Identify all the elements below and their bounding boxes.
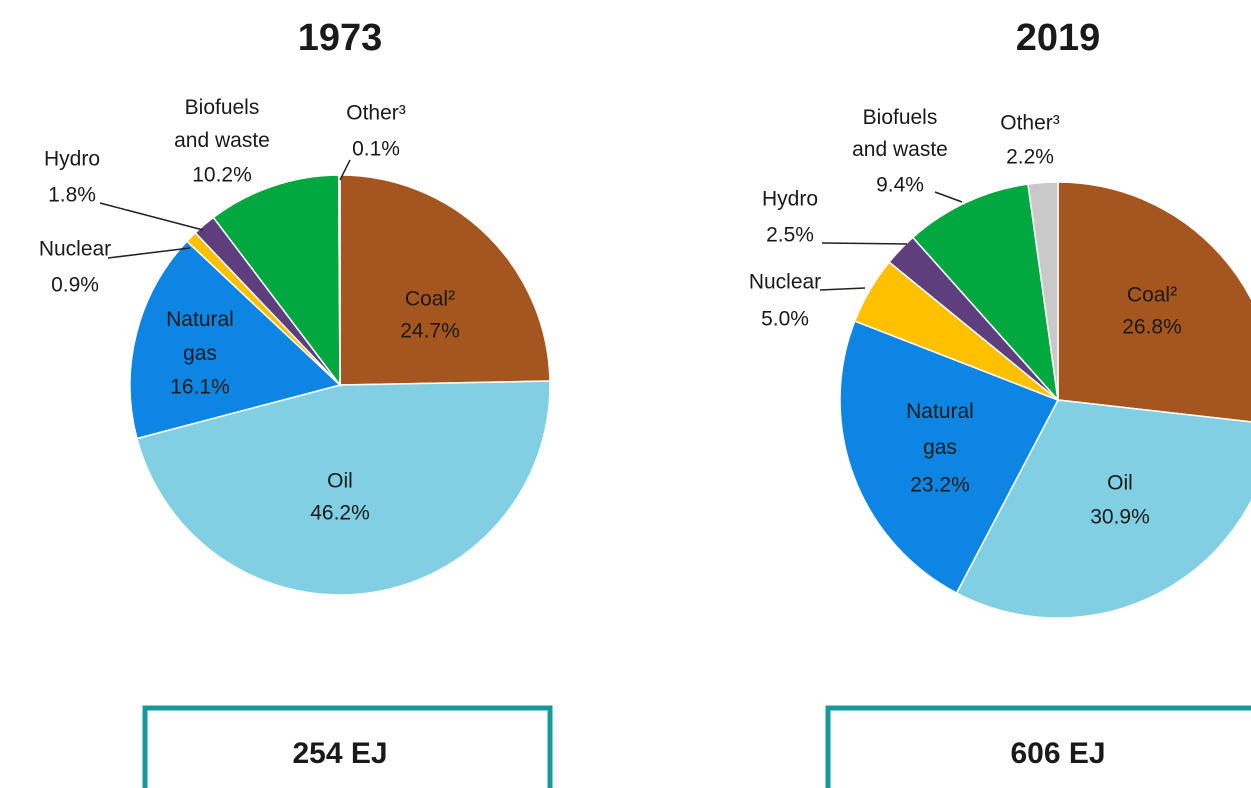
slice-value-label: 30.9% [1090, 506, 1150, 529]
slice-label: Coal² [1127, 284, 1177, 307]
slice-label: Biofuels and waste [852, 106, 948, 161]
slice-label: Hydro [44, 148, 100, 171]
pie-slice [136, 380, 551, 596]
pie-slice [911, 183, 1060, 403]
slice-value-label: 46.2% [310, 502, 370, 525]
pie-slice [337, 174, 341, 386]
slice-label: Hydro [762, 188, 818, 211]
pie-slice [339, 174, 551, 386]
pie-title: 2019 [1016, 17, 1101, 59]
slice-label: Natural gas [906, 400, 974, 459]
pie-slice [1057, 181, 1251, 423]
slice-value-label: 9.4% [876, 174, 924, 197]
slice-value-label: 24.7% [400, 320, 460, 343]
slice-label: Biofuels and waste [174, 96, 270, 152]
slice-label: Nuclear [39, 238, 111, 261]
pie-title: 1973 [298, 17, 383, 59]
slice-label: Other³ [346, 102, 406, 125]
slice-label: Coal² [405, 288, 455, 311]
leader-line [107, 247, 191, 259]
slice-value-label: 1.8% [48, 184, 96, 207]
slice-label: Oil [327, 470, 353, 493]
total-label: 254 EJ [292, 737, 387, 770]
leader-line [99, 202, 204, 231]
slice-value-label: 16.1% [170, 376, 230, 399]
slice-value-label: 26.8% [1122, 316, 1182, 339]
total-label: 606 EJ [1010, 737, 1105, 770]
pie-slice [839, 320, 1060, 594]
total-box [142, 705, 553, 788]
pie-slice [129, 240, 342, 440]
slice-value-label: 10.2% [192, 164, 252, 187]
slice-label: Oil [1107, 472, 1133, 495]
slice-label: Natural gas [166, 308, 234, 365]
leader-line [339, 159, 351, 181]
slice-value-label: 2.2% [1006, 146, 1054, 169]
slice-label: Nuclear [749, 271, 821, 294]
slice-value-label: 5.0% [761, 308, 809, 331]
total-box [825, 705, 1251, 788]
pie-slice [212, 174, 341, 388]
leader-line [821, 242, 908, 245]
slice-value-label: 23.2% [910, 474, 970, 497]
leader-line [819, 287, 866, 291]
slice-value-label: 0.9% [51, 274, 99, 297]
pie-slice [1027, 181, 1059, 401]
leader-line [934, 191, 963, 203]
slice-value-label: 0.1% [352, 138, 400, 161]
slice-label: Other³ [1000, 112, 1060, 135]
slice-value-label: 2.5% [766, 224, 814, 247]
